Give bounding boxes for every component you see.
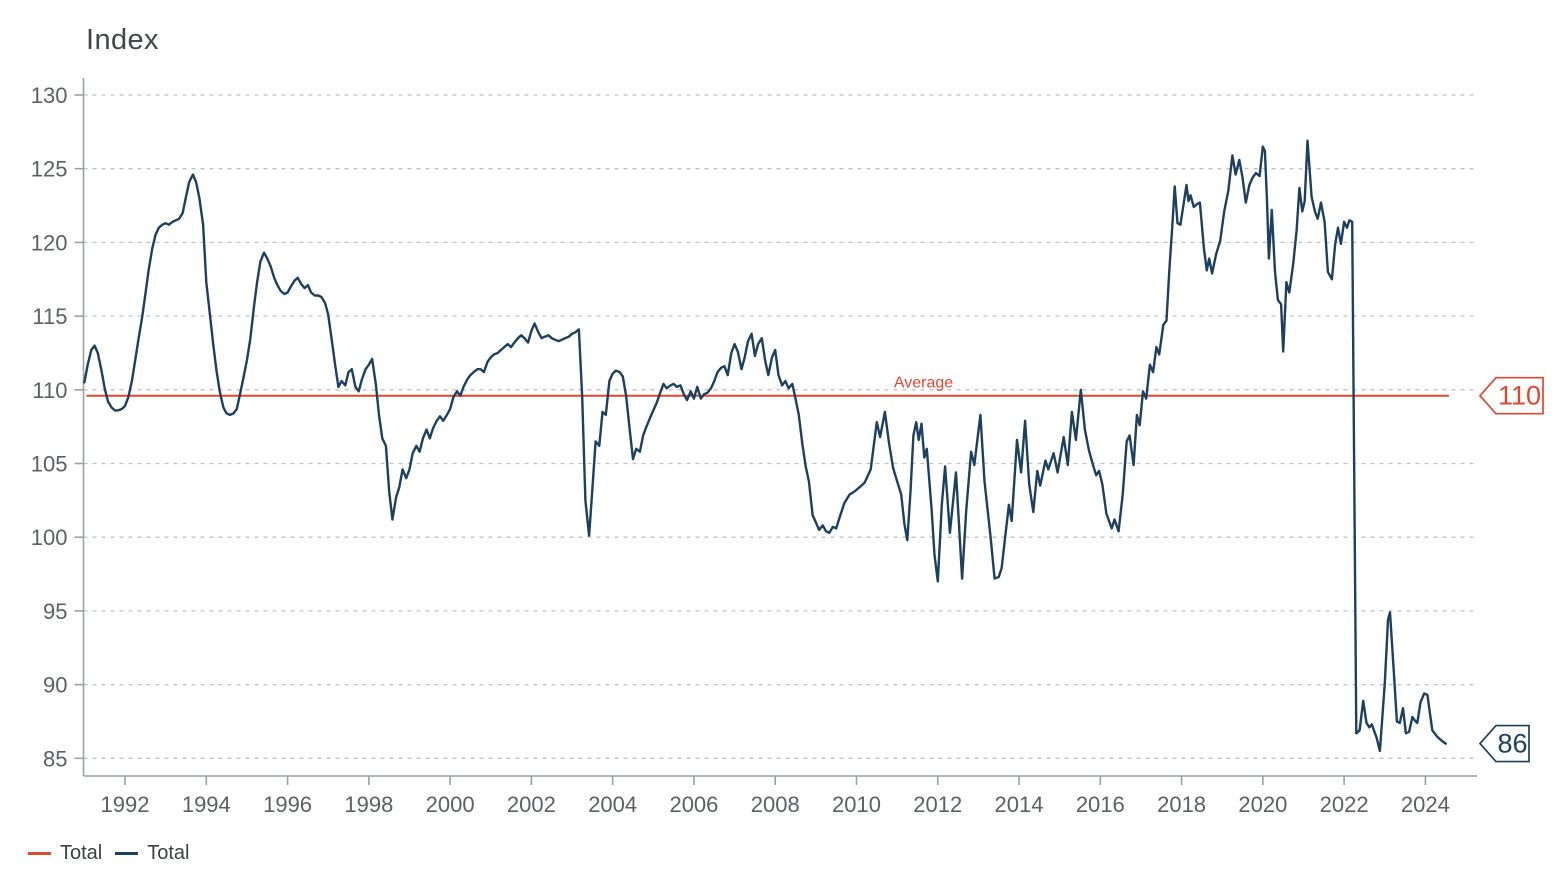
x-tick-label: 1994 — [182, 792, 231, 817]
x-tick-label: 2022 — [1320, 792, 1369, 817]
x-tick-label: 1998 — [344, 792, 393, 817]
legend-item-average-total[interactable]: Total — [28, 842, 102, 865]
x-tick-label: 2014 — [995, 792, 1044, 817]
y-tick-label: 115 — [32, 304, 67, 329]
average-value-callout-shape — [1478, 376, 1544, 415]
y-tick-label: 110 — [32, 378, 67, 403]
x-tick-label: 1992 — [101, 792, 150, 817]
y-tick-label: 120 — [31, 230, 68, 255]
legend-label-total: Total — [147, 842, 190, 864]
y-tick-label: 105 — [31, 452, 68, 477]
x-tick-label: 2024 — [1401, 792, 1450, 817]
y-tick-label: 100 — [31, 525, 68, 550]
legend-item-total[interactable]: Total — [115, 842, 190, 865]
chart-canvas: 85 90 95 100 105 110 115 120 125 130 1992 1994 1996 1… — [31, 78, 1544, 817]
x-tick-label: 2016 — [1076, 792, 1125, 817]
y-tick-label: 90 — [43, 673, 67, 698]
total-series-line — [83, 139, 1447, 753]
average-line-label: Average — [894, 375, 953, 392]
x-tick-label: 2004 — [588, 792, 637, 817]
legend-swatch-total — [115, 852, 139, 855]
x-tick-label: 2012 — [913, 792, 962, 817]
x-tick-label: 1996 — [263, 792, 312, 817]
x-tick-label: 2020 — [1238, 792, 1287, 817]
legend-swatch-average — [28, 852, 51, 855]
x-tick-label: 2010 — [832, 792, 881, 817]
legend-label-average: Total — [60, 842, 103, 864]
last-value-callout-shape — [1478, 724, 1530, 763]
x-tick-label: 2002 — [507, 792, 556, 817]
x-tick-label: 2018 — [1157, 792, 1206, 817]
x-tick-label: 2006 — [669, 792, 718, 817]
chart-title: Index — [86, 24, 159, 56]
last-value-callout-text: 86 — [1497, 729, 1527, 759]
x-tick-label: 2008 — [751, 792, 800, 817]
y-tick-label: 85 — [43, 746, 67, 771]
average-value-callout-text: 110 — [1498, 381, 1541, 411]
y-tick-label: 95 — [43, 599, 67, 624]
x-tick-label: 2000 — [426, 792, 475, 817]
y-tick-label: 125 — [31, 157, 68, 182]
chart-legend: Total Total — [28, 842, 190, 865]
y-tick-label: 130 — [31, 83, 68, 108]
